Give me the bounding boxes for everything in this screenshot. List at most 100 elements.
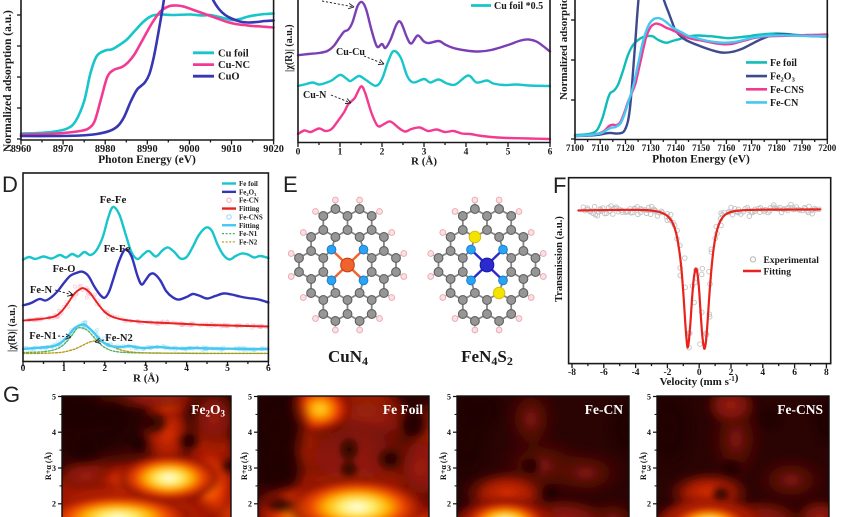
svg-text:9010: 9010 — [221, 144, 242, 155]
svg-text:Fe-CNS: Fe-CNS — [239, 213, 263, 221]
svg-text:Cu-N: Cu-N — [303, 90, 327, 101]
svg-text:0: 0 — [21, 364, 26, 374]
svg-text:Cu foil: Cu foil — [218, 48, 249, 59]
svg-text:Fe foil: Fe foil — [239, 180, 258, 188]
svg-text:0: 0 — [296, 148, 301, 158]
svg-text:R+α (Å): R+α (Å) — [639, 452, 648, 480]
svg-text:2: 2 — [380, 148, 385, 158]
svg-text:6: 6 — [548, 148, 553, 158]
svg-text:4: 4 — [248, 428, 252, 437]
svg-text:7200: 7200 — [818, 143, 837, 153]
svg-text:Photon Energy (eV): Photon Energy (eV) — [98, 154, 196, 166]
svg-text:3: 3 — [52, 464, 56, 473]
svg-text:Fe-N: Fe-N — [30, 285, 53, 296]
svg-text:7100: 7100 — [566, 143, 585, 153]
svg-text:Normalized adsorption (: Normalized adsorption ( — [560, 0, 570, 100]
svg-text:CuO: CuO — [218, 72, 240, 83]
svg-text:6: 6 — [792, 368, 797, 378]
svg-text:Cu foil *0.5: Cu foil *0.5 — [494, 1, 543, 12]
svg-text:Fitting: Fitting — [764, 268, 792, 278]
svg-text:3: 3 — [447, 464, 451, 473]
svg-text:8960: 8960 — [11, 144, 32, 155]
svg-text:R (Å): R (Å) — [133, 373, 159, 385]
svg-text:0: 0 — [697, 368, 702, 378]
svg-text:7170: 7170 — [743, 143, 762, 153]
svg-text:1: 1 — [338, 148, 343, 158]
svg-text:7130: 7130 — [642, 143, 661, 153]
svg-text:Fe-CNS: Fe-CNS — [777, 402, 823, 417]
svg-text:R+α (Å): R+α (Å) — [44, 452, 53, 480]
svg-text:Fe2O3: Fe2O3 — [239, 188, 257, 197]
svg-text:8980: 8980 — [95, 144, 116, 155]
svg-text:3: 3 — [143, 364, 148, 374]
svg-text:6: 6 — [266, 364, 271, 374]
svg-text:Fe foil: Fe foil — [770, 58, 797, 69]
svg-text:7190: 7190 — [793, 143, 812, 153]
svg-text:5: 5 — [447, 392, 451, 401]
svg-text:8970: 8970 — [53, 144, 74, 155]
svg-text:Transmission (a.u.): Transmission (a.u.) — [554, 216, 565, 302]
svg-text:CuN4: CuN4 — [328, 347, 368, 368]
svg-text:R+α (Å): R+α (Å) — [240, 452, 249, 480]
svg-text:Cu-NC: Cu-NC — [218, 60, 250, 71]
svg-text:Photon Energy (eV): Photon Energy (eV) — [652, 154, 750, 166]
svg-text:2: 2 — [248, 500, 252, 509]
svg-text:Fe Foil: Fe Foil — [383, 402, 423, 417]
svg-text:Fe-CNS: Fe-CNS — [770, 85, 804, 96]
svg-text:1: 1 — [62, 364, 67, 374]
svg-text:Fe-CN: Fe-CN — [239, 197, 259, 205]
svg-text:3: 3 — [248, 464, 252, 473]
svg-text:Fe-N2: Fe-N2 — [239, 238, 258, 246]
svg-text:Fe2O3: Fe2O3 — [770, 72, 796, 84]
svg-text:FeN4S2: FeN4S2 — [461, 347, 513, 368]
svg-text:2: 2 — [102, 364, 107, 374]
svg-text:7120: 7120 — [617, 143, 636, 153]
svg-text:4: 4 — [464, 148, 469, 158]
svg-text:Fe2O3: Fe2O3 — [191, 402, 225, 419]
svg-text:Fe-N1: Fe-N1 — [29, 331, 56, 342]
svg-text:Velocity (mm s-1): Velocity (mm s-1) — [660, 372, 739, 388]
svg-text:2: 2 — [447, 500, 451, 509]
svg-text:2: 2 — [729, 368, 734, 378]
svg-text:Fitting: Fitting — [239, 205, 260, 213]
svg-text:8: 8 — [824, 368, 829, 378]
svg-text:3: 3 — [422, 148, 427, 158]
svg-text:4: 4 — [52, 428, 56, 437]
svg-text:9000: 9000 — [179, 144, 200, 155]
svg-text:7140: 7140 — [667, 143, 686, 153]
svg-text:Experimental: Experimental — [764, 256, 820, 266]
svg-text:7160: 7160 — [717, 143, 736, 153]
svg-text:4: 4 — [447, 428, 451, 437]
svg-text:R (Å): R (Å) — [411, 156, 437, 168]
svg-text:Fe-CN: Fe-CN — [585, 402, 623, 417]
svg-text:4: 4 — [760, 368, 765, 378]
svg-text:5: 5 — [506, 148, 511, 158]
svg-text:Fe-Fe: Fe-Fe — [104, 243, 131, 255]
svg-text:5: 5 — [248, 392, 252, 401]
svg-text:Fe-N1: Fe-N1 — [239, 230, 258, 238]
svg-text:Fe-N2: Fe-N2 — [105, 333, 132, 344]
svg-text:Fe-Fe: Fe-Fe — [100, 194, 127, 206]
svg-text:-2: -2 — [663, 368, 671, 378]
svg-text:3: 3 — [647, 464, 651, 473]
svg-text:4: 4 — [647, 428, 651, 437]
svg-text:Fe-CN: Fe-CN — [770, 98, 799, 109]
svg-text:8990: 8990 — [137, 144, 158, 155]
svg-text:Cu-Cu: Cu-Cu — [336, 47, 365, 58]
svg-text:4: 4 — [184, 364, 189, 374]
svg-text:7180: 7180 — [768, 143, 787, 153]
svg-text:-4: -4 — [632, 368, 640, 378]
svg-text:Normalized adsorption (a.u.): Normalized adsorption (a.u.) — [2, 10, 14, 152]
svg-text:|χ(R)| (a.u.): |χ(R)| (a.u.) — [285, 24, 295, 72]
svg-text:2: 2 — [52, 500, 56, 509]
svg-text:Fe-O: Fe-O — [53, 264, 76, 275]
svg-text:5: 5 — [52, 392, 56, 401]
svg-text:5: 5 — [647, 392, 651, 401]
svg-text:7150: 7150 — [692, 143, 711, 153]
svg-text:-8: -8 — [568, 368, 576, 378]
svg-text:|χ(R)| (a.u.): |χ(R)| (a.u.) — [7, 304, 18, 352]
svg-text:5: 5 — [225, 364, 230, 374]
svg-text:2: 2 — [647, 500, 651, 509]
svg-text:9020: 9020 — [263, 144, 284, 155]
svg-text:7110: 7110 — [591, 143, 609, 153]
